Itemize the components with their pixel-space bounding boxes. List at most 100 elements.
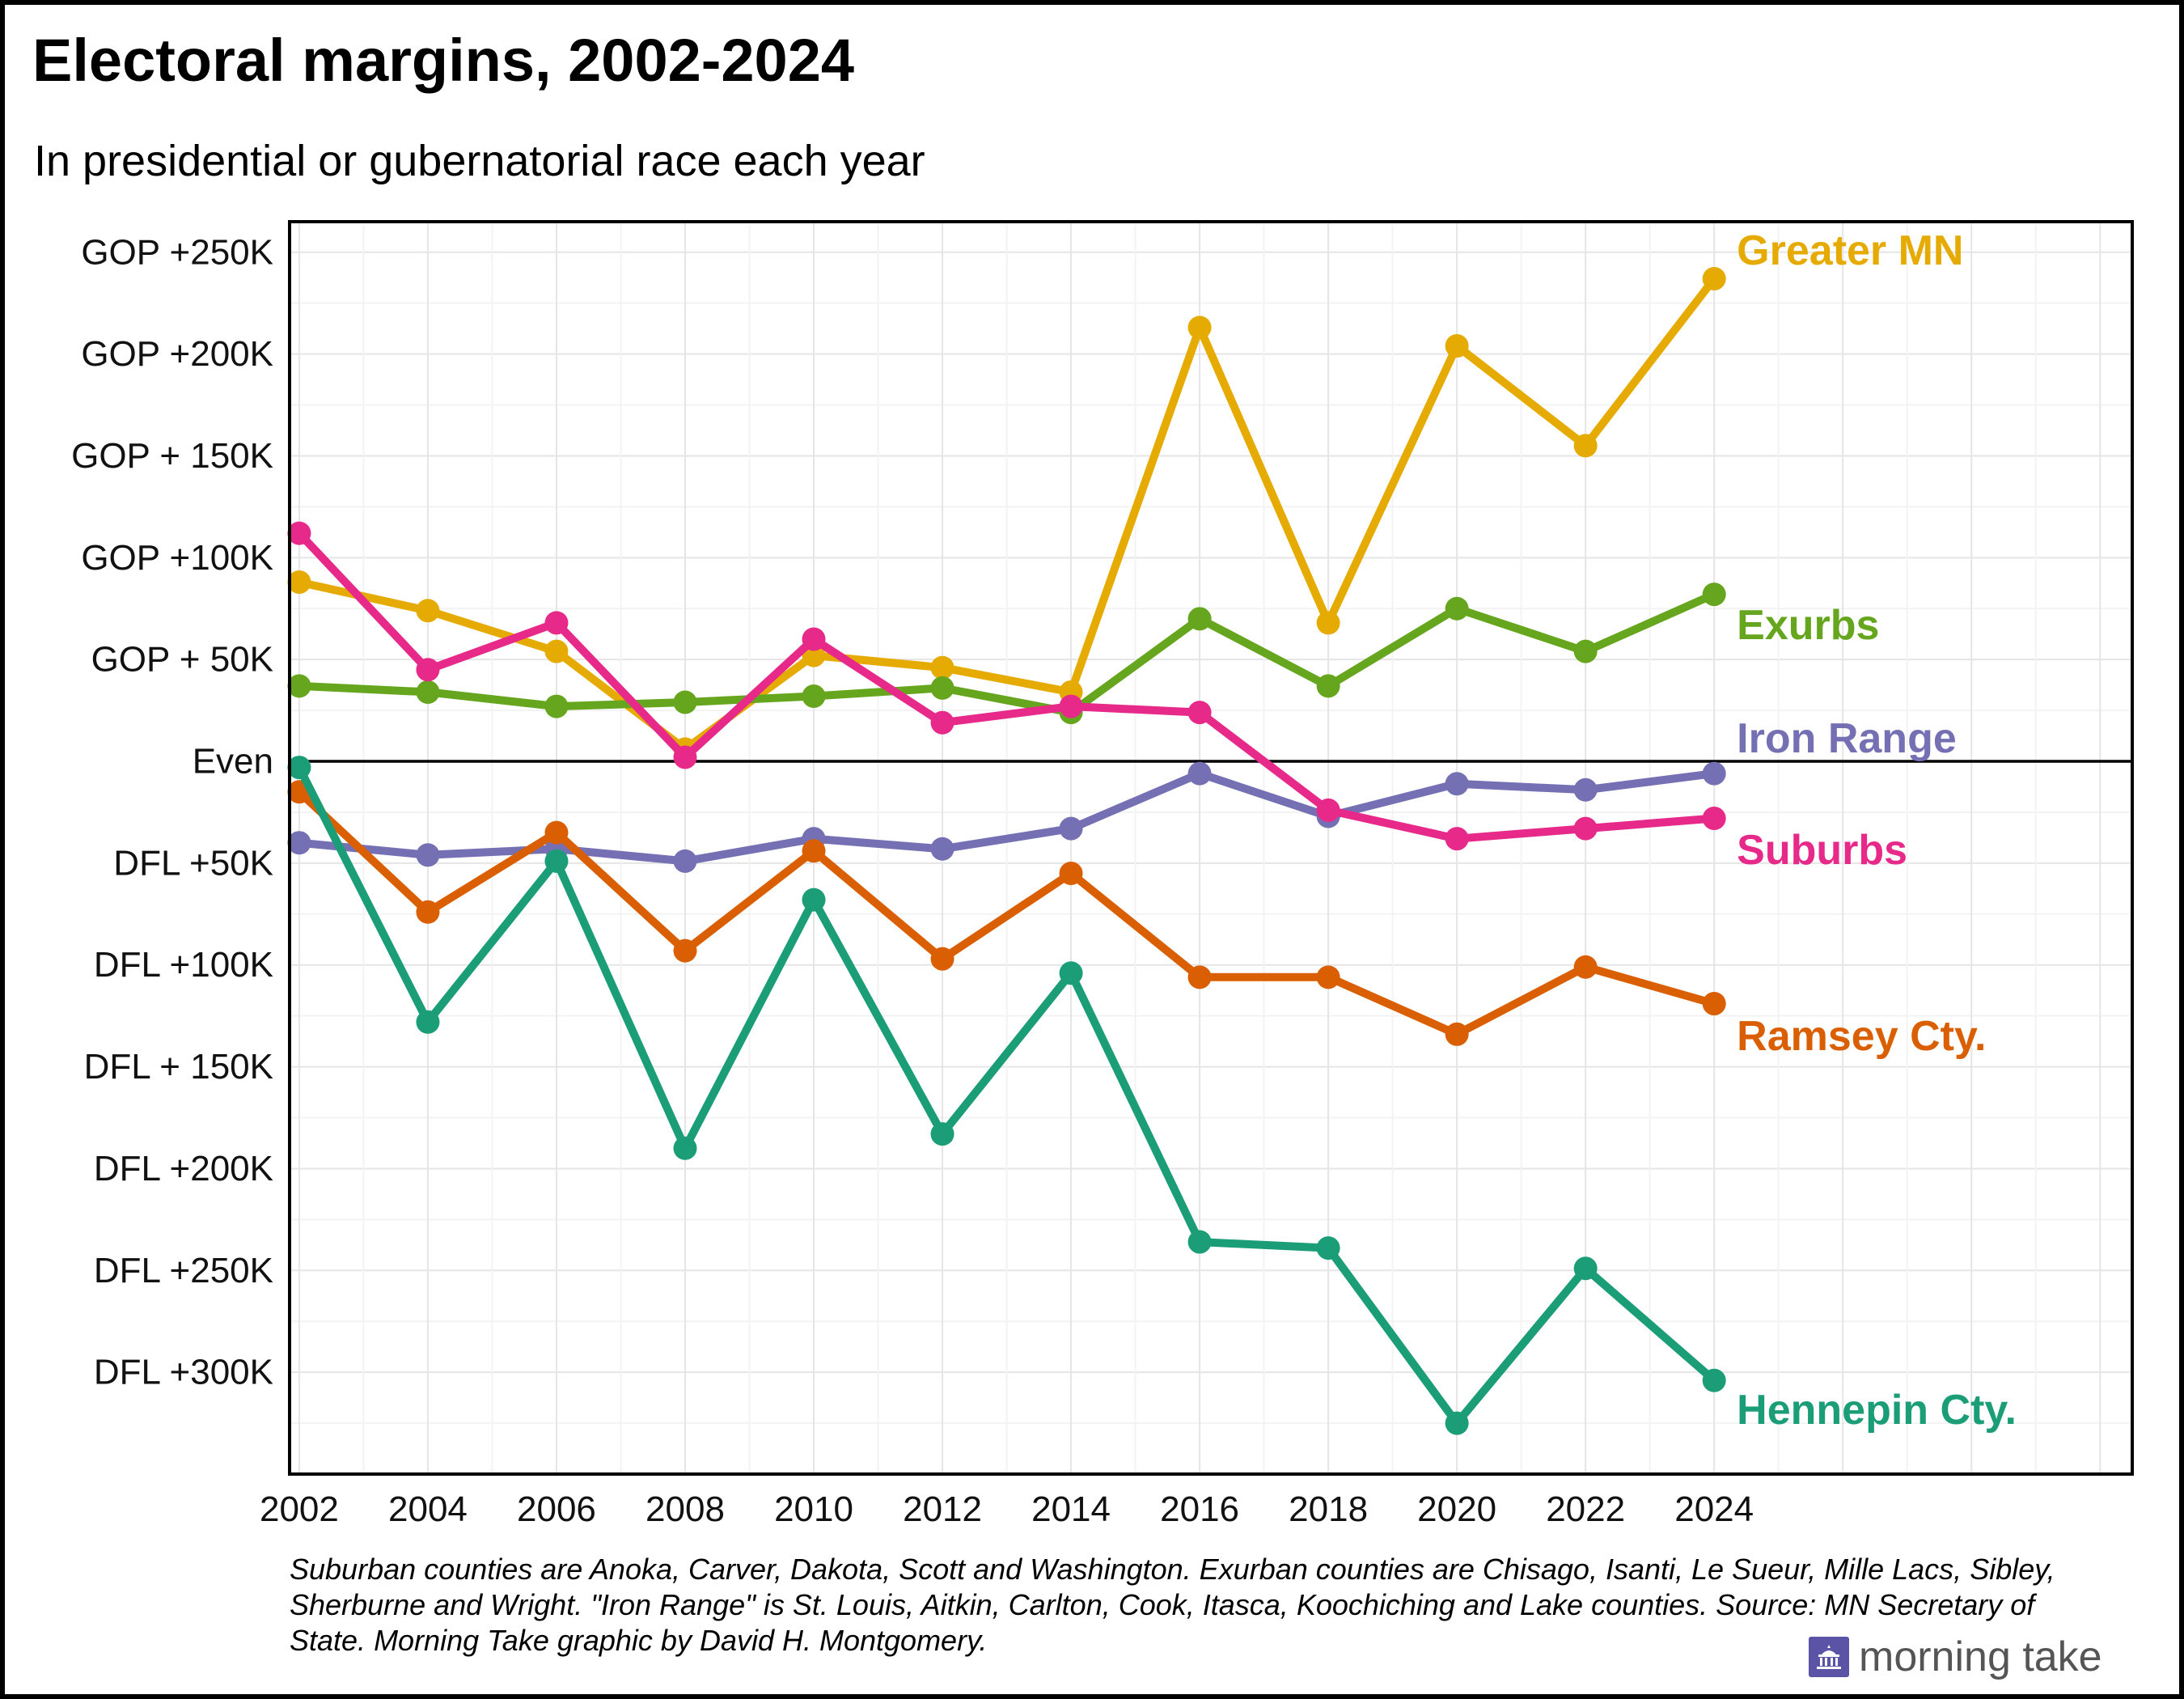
series-line-hennepin-cty [294, 763, 1719, 1428]
series-greater-mn [287, 266, 1726, 761]
y-tick-label: GOP +250K [81, 232, 273, 272]
data-point-greater-mn [544, 639, 569, 663]
data-point-hennepin-cty [802, 888, 826, 912]
data-point-exurbs [673, 690, 697, 714]
x-tick-label: 2014 [1031, 1489, 1111, 1529]
data-point-ramsey-cty [930, 947, 954, 971]
data-point-suburbs [416, 658, 440, 682]
data-point-hennepin-cty [544, 849, 569, 873]
x-tick-label: 2018 [1289, 1489, 1368, 1529]
data-point-exurbs [1187, 607, 1212, 631]
series-label: Exurbs [1737, 602, 1879, 649]
y-tick-label: DFL +300K [94, 1353, 273, 1392]
series-suburbs [287, 521, 1726, 851]
series-label: Greater MN [1737, 227, 1963, 274]
data-point-exurbs [1573, 639, 1598, 663]
data-point-ramsey-cty [673, 938, 697, 963]
x-tick-label: 2024 [1674, 1489, 1754, 1529]
data-point-iron-range [1059, 816, 1083, 841]
data-point-exurbs [544, 694, 569, 718]
x-tick-label: 2008 [645, 1489, 725, 1529]
data-point-exurbs [416, 680, 440, 704]
data-point-hennepin-cty [1187, 1230, 1212, 1254]
brand-name: morning take [1859, 1633, 2102, 1680]
x-tick-label: 2002 [260, 1489, 339, 1529]
y-tick-label: GOP + 50K [91, 640, 273, 680]
data-point-iron-range [1187, 761, 1212, 786]
data-point-hennepin-cty [1316, 1236, 1340, 1260]
series-line-suburbs [294, 529, 1719, 843]
y-tick-label: DFL +50K [113, 843, 273, 883]
chart-title: Electoral margins, 2002-2024 [32, 27, 855, 94]
y-tick-label: DFL +100K [94, 945, 273, 985]
data-point-ramsey-cty [1573, 955, 1598, 979]
series-line-exurbs [294, 590, 1719, 717]
data-point-suburbs [1059, 694, 1083, 718]
series-exurbs [287, 583, 1726, 725]
footnote: Suburban counties are Anoka, Carver, Dak… [290, 1553, 2055, 1657]
data-point-hennepin-cty [416, 1010, 440, 1034]
y-tick-label: Even [193, 742, 273, 782]
x-tick-label: 2020 [1417, 1489, 1496, 1529]
data-point-ramsey-cty [1702, 992, 1726, 1016]
data-point-exurbs [802, 684, 826, 708]
data-point-suburbs [802, 627, 826, 651]
data-point-suburbs [673, 745, 697, 769]
series-label: Ramsey Cty. [1737, 1013, 1986, 1060]
series-label: Hennepin Cty. [1737, 1387, 2017, 1434]
y-tick-label: GOP +200K [81, 334, 273, 374]
data-point-suburbs [287, 521, 311, 545]
x-axis-tick-labels: 2002 2004 2006 2008 2010 2012 2014 2016 2018 2020… [260, 1489, 1754, 1529]
data-point-hennepin-cty [1573, 1256, 1598, 1281]
data-point-suburbs [1445, 827, 1469, 851]
data-point-suburbs [544, 611, 569, 635]
chart-subtitle: In presidential or gubernatorial race ea… [34, 137, 925, 185]
series-label: Suburbs [1737, 827, 1907, 874]
y-tick-label: DFL +200K [94, 1149, 273, 1188]
data-point-suburbs [1702, 807, 1726, 831]
x-tick-label: 2016 [1160, 1489, 1239, 1529]
series-line-ramsey-cty [294, 787, 1719, 1039]
data-point-greater-mn [287, 570, 311, 595]
plot-border [288, 220, 2134, 1476]
data-point-exurbs [1445, 596, 1469, 621]
data-point-suburbs [1316, 798, 1340, 822]
data-point-exurbs [1316, 674, 1340, 698]
data-point-ramsey-cty [1187, 965, 1212, 989]
series-lines [287, 266, 1726, 1435]
brand-mark: morning take [1809, 1633, 2102, 1681]
x-tick-label: 2010 [774, 1489, 853, 1529]
data-point-suburbs [1573, 816, 1598, 841]
data-point-ramsey-cty [1445, 1022, 1469, 1046]
data-point-exurbs [287, 674, 311, 698]
data-point-ramsey-cty [1316, 965, 1340, 989]
data-point-greater-mn [930, 655, 954, 680]
data-point-exurbs [1702, 583, 1726, 607]
data-point-ramsey-cty [1059, 861, 1083, 885]
data-point-suburbs [930, 710, 954, 735]
series-labels: Greater MN Exurbs Iron Range Suburbs Ramsey … [1737, 227, 2017, 1434]
x-tick-label: 2006 [517, 1489, 596, 1529]
y-tick-label: DFL + 150K [84, 1047, 273, 1087]
data-point-hennepin-cty [1702, 1368, 1726, 1392]
data-point-iron-range [1573, 777, 1598, 802]
data-point-iron-range [1445, 772, 1469, 796]
data-point-hennepin-cty [1059, 961, 1083, 985]
y-axis-tick-labels: GOP +250K GOP +200K GOP + 150K GOP +100K GOP… [71, 232, 273, 1392]
series-label: Iron Range [1737, 715, 1957, 762]
data-point-ramsey-cty [544, 820, 569, 845]
data-point-hennepin-cty [1445, 1411, 1469, 1435]
data-point-iron-range [930, 837, 954, 861]
x-tick-label: 2004 [388, 1489, 468, 1529]
data-point-ramsey-cty [802, 839, 826, 863]
data-point-suburbs [1187, 701, 1212, 725]
series-ramsey-cty [287, 780, 1726, 1046]
data-point-greater-mn [1573, 434, 1598, 458]
x-tick-label: 2012 [903, 1489, 982, 1529]
y-tick-label: GOP +100K [81, 538, 273, 578]
x-tick-label: 2022 [1546, 1489, 1625, 1529]
data-point-iron-range [287, 831, 311, 855]
y-tick-label: GOP + 150K [71, 436, 273, 476]
data-point-greater-mn [1316, 611, 1340, 635]
series-line-greater-mn [294, 274, 1719, 753]
